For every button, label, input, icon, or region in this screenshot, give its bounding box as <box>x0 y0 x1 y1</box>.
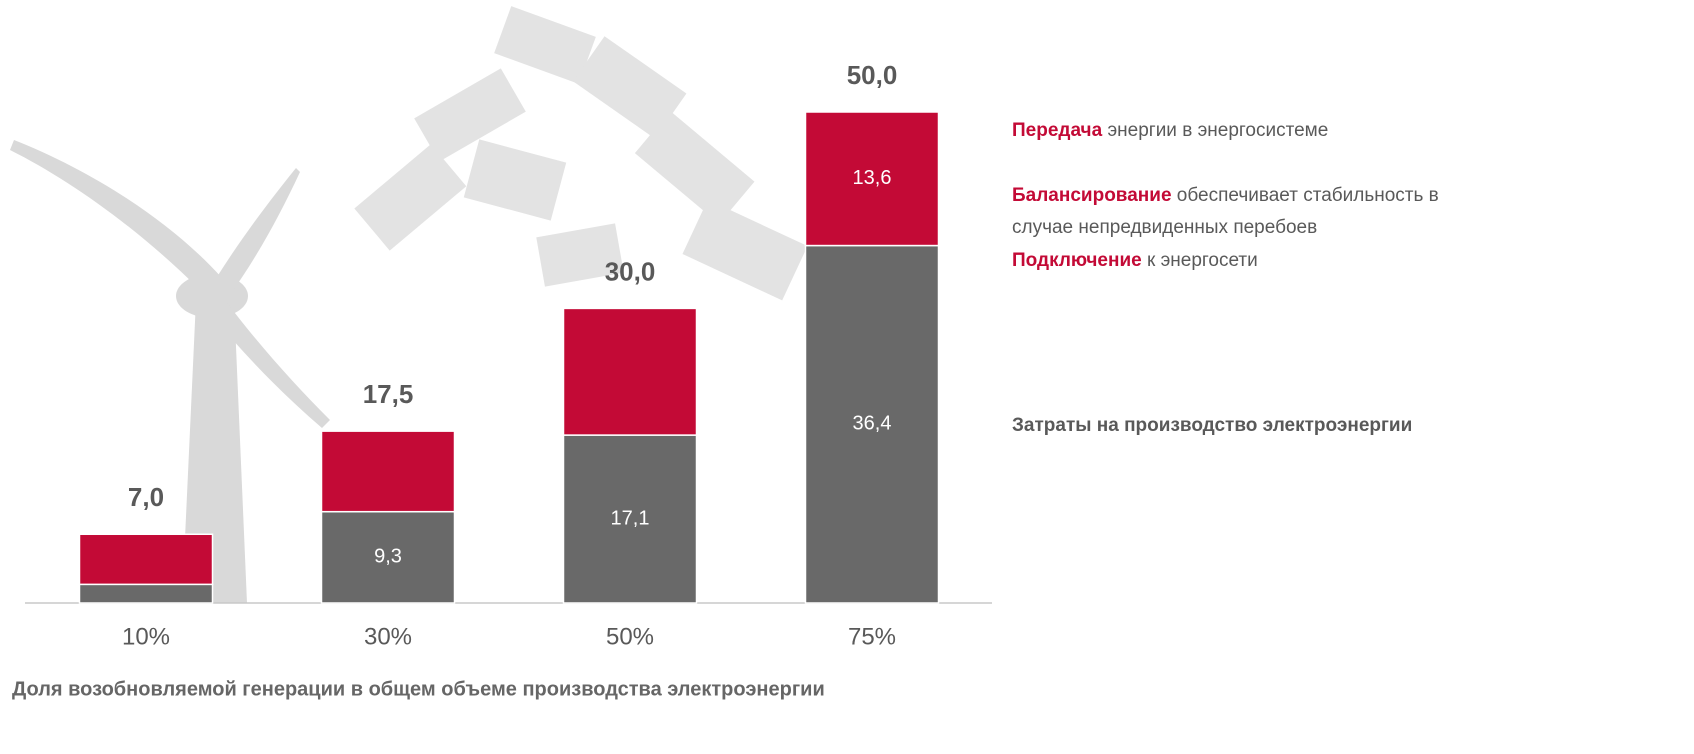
turbine-blade <box>215 168 300 292</box>
x-tick-label: 50% <box>606 623 654 650</box>
x-axis-label: Доля возобновляемой генерации в общем об… <box>12 678 825 700</box>
legend-bold: Передача <box>1012 120 1103 141</box>
legend-text: случае непредвиденных перебоев <box>1012 217 1317 238</box>
x-tick-label: 75% <box>848 623 896 650</box>
background-illustration <box>10 6 808 603</box>
legend-text: к энергосети <box>1147 250 1258 271</box>
legend: Передача энергии в энергосистеме Балансир… <box>1012 120 1439 436</box>
turbine-tower <box>182 300 247 603</box>
legend-entry: Подключение к энергосети <box>1012 250 1258 271</box>
bar-segment <box>78 533 214 586</box>
total-label: 7,0 <box>128 482 164 512</box>
total-label: 30,0 <box>605 256 656 286</box>
total-label: 17,5 <box>363 379 414 409</box>
total-label: 50,0 <box>847 60 898 90</box>
bar-segment <box>804 111 940 247</box>
bar-segment <box>78 583 214 604</box>
data-label: 13,6 <box>853 167 892 189</box>
legend-entry: Затраты на производство электроэнергии <box>1012 415 1412 436</box>
legend-bold: Подключение <box>1012 250 1142 271</box>
legend-entry: Передача энергии в энергосистеме <box>1012 120 1328 141</box>
data-label: 36,4 <box>853 413 892 435</box>
bar-segment <box>562 307 698 436</box>
legend-bold: Балансирование <box>1012 185 1172 206</box>
x-tick-label: 10% <box>122 623 170 650</box>
legend-entry: Балансирование обеспечивает стабильность… <box>1012 185 1439 238</box>
bar-segment <box>804 244 940 604</box>
bar-segment <box>320 510 456 604</box>
data-label: 17,1 <box>611 507 650 529</box>
x-tick-label: 30% <box>364 623 412 650</box>
legend-text: энергии в энергосистеме <box>1107 120 1328 141</box>
turbine-blade <box>10 140 222 290</box>
legend-text: обеспечивает стабильность в <box>1177 185 1439 206</box>
bar-segment <box>562 434 698 604</box>
data-label: 9,3 <box>374 546 402 568</box>
money-decoration <box>354 6 808 301</box>
turbine-blade <box>212 300 330 428</box>
bar-segment <box>320 430 456 513</box>
